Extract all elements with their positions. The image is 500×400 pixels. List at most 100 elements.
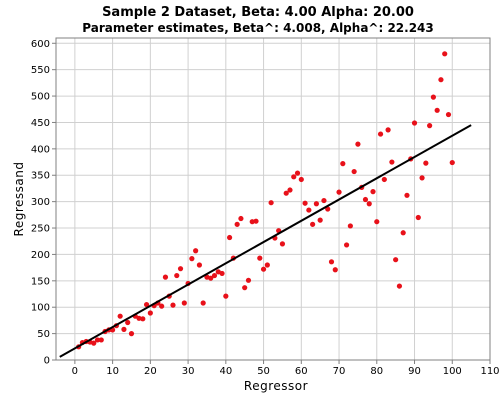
data-point <box>117 313 123 319</box>
data-point <box>374 219 380 225</box>
y-tick-label: 150 <box>31 276 50 287</box>
data-point <box>385 127 391 133</box>
data-point <box>174 272 180 279</box>
y-tick-label: 400 <box>31 144 50 155</box>
data-point <box>317 217 323 223</box>
data-point <box>143 301 150 308</box>
data-point <box>298 176 304 183</box>
data-point <box>162 274 169 280</box>
x-axis-label: Regressor <box>244 379 308 393</box>
data-point <box>253 218 259 224</box>
data-point <box>208 275 214 281</box>
y-tick-label: 500 <box>31 92 50 103</box>
data-point <box>177 266 184 272</box>
x-tick-label: 100 <box>443 366 462 377</box>
data-point <box>200 300 206 306</box>
data-point <box>343 242 350 248</box>
data-point <box>404 192 410 198</box>
data-point <box>381 176 387 183</box>
y-tick-label: 0 <box>44 356 50 367</box>
chart-subtitle: Parameter estimates, Beta^: 4.008, Alpha… <box>82 21 434 35</box>
data-point <box>355 141 361 147</box>
x-tick-label: 60 <box>295 366 308 377</box>
data-point <box>321 197 327 204</box>
data-point <box>211 272 218 279</box>
grid <box>56 38 491 361</box>
data-point <box>328 259 335 265</box>
data-point <box>257 255 263 261</box>
data-point <box>449 159 455 166</box>
data-point <box>445 111 452 118</box>
x-tick-label: 30 <box>182 366 195 377</box>
data-point <box>264 262 270 268</box>
y-tick-label: 100 <box>31 303 50 314</box>
data-point <box>170 302 176 308</box>
x-tick-label: 80 <box>370 366 383 377</box>
data-point <box>147 310 153 316</box>
data-point <box>128 331 135 337</box>
data-point <box>362 196 369 203</box>
x-tick-label: 50 <box>257 366 270 377</box>
data-point <box>434 107 440 113</box>
data-point <box>396 283 403 289</box>
data-point <box>332 267 338 273</box>
data-point <box>306 207 312 213</box>
data-point <box>415 214 421 221</box>
data-point <box>159 303 165 309</box>
data-point <box>121 326 127 332</box>
data-point <box>377 131 384 137</box>
data-point <box>411 120 418 126</box>
data-point <box>260 266 267 272</box>
x-tick-label: 0 <box>72 366 78 377</box>
data-point <box>287 187 293 193</box>
data-point <box>279 241 286 247</box>
data-point <box>283 190 289 196</box>
chart-title: Sample 2 Dataset, Beta: 4.00 Alpha: 20.0… <box>102 5 414 20</box>
axis-ticks: 0 10 20 30 40 50 60 70 80 90 100 110 0 50 100 150 200 250… <box>31 39 500 377</box>
data-point <box>400 230 406 236</box>
data-point <box>140 316 146 322</box>
data-point <box>189 256 195 262</box>
data-point <box>370 189 376 195</box>
y-tick-label: 350 <box>31 171 50 182</box>
x-tick-label: 110 <box>480 366 499 377</box>
data-point <box>302 200 308 206</box>
data-point <box>245 277 252 283</box>
data-point <box>238 215 244 222</box>
data-point <box>234 221 240 227</box>
x-tick-label: 40 <box>219 366 232 377</box>
y-tick-label: 550 <box>31 65 50 76</box>
data-point <box>313 201 319 207</box>
data-point <box>91 340 97 346</box>
data-point <box>347 223 353 229</box>
data-point <box>227 234 233 241</box>
data-point <box>438 77 444 83</box>
x-tick-label: 20 <box>144 366 157 377</box>
data-point <box>389 159 395 165</box>
data-point <box>419 175 425 181</box>
data-point <box>351 168 357 175</box>
data-point <box>193 248 199 254</box>
x-tick-label: 90 <box>408 366 421 377</box>
data-point <box>430 94 436 100</box>
regression-line <box>59 124 472 358</box>
data-point <box>98 337 104 343</box>
data-point <box>125 319 131 326</box>
plot-area <box>55 37 491 361</box>
data-point <box>242 285 248 291</box>
y-tick-label: 250 <box>31 224 50 235</box>
data-point <box>427 123 433 129</box>
data-point <box>336 189 342 195</box>
y-tick-label: 600 <box>31 39 50 50</box>
data-point <box>423 160 429 166</box>
data-point <box>268 200 274 206</box>
x-tick-label: 70 <box>333 366 346 377</box>
data-point <box>223 293 229 299</box>
y-axis-label: Regressand <box>12 162 26 237</box>
data-point <box>310 221 316 227</box>
data-point <box>291 174 297 180</box>
y-tick-label: 300 <box>31 197 50 208</box>
y-tick-label: 50 <box>37 329 50 340</box>
data-point <box>94 337 101 343</box>
